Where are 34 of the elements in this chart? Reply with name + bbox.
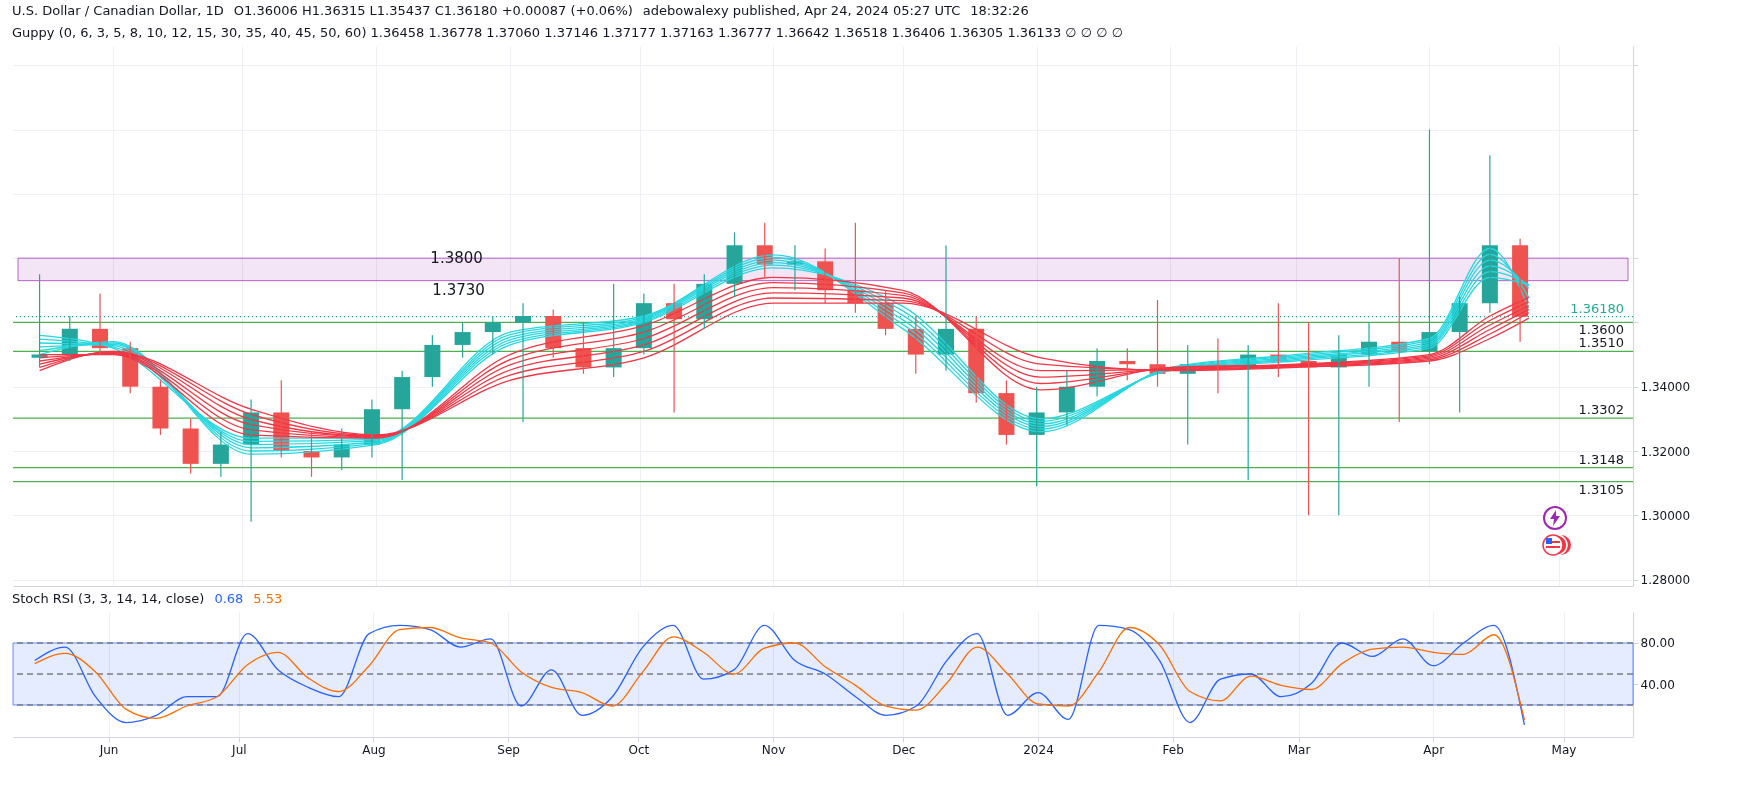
x-tick-label: Feb (1162, 742, 1184, 757)
x-tick-label: May (1551, 742, 1577, 757)
ref-line-label: 1.3600 (1578, 322, 1624, 338)
y-tick-label: 1.32000 (1640, 444, 1691, 459)
x-tick-label: Oct (628, 742, 650, 757)
x-tick-label: 2024 (1023, 742, 1054, 757)
band-label: 1.3800 (430, 249, 483, 268)
ref-line-label: 1.36180 (1570, 300, 1624, 316)
x-tick-label: Jun (98, 742, 119, 757)
y-tick-label: 80.00 (1640, 636, 1675, 651)
annotation: 1.3730 (432, 280, 485, 299)
x-tick-label: Sep (497, 742, 520, 757)
ref-line-label: 1.3148 (1578, 451, 1624, 467)
text: 5.53 (253, 591, 283, 606)
y-tick-label: 1.28000 (1640, 573, 1691, 588)
text: O1.36006 H1.36315 L1.35437 C1.36180 +0.00087 (+0.06%) (233, 3, 633, 18)
ref-line-label: 1.3510 (1578, 335, 1624, 351)
ref-line-label: 1.3105 (1578, 481, 1624, 497)
chart-subtitle: Guppy (0, 6, 3, 5, 8, 10, 12, 15, 30, 35, 40, 45, 50, 60) 1.36458 1.36778 1.37060 1.37146 1.37177 1.37163 1.36777 1.36642 1.36518 1.36406 1.36305 1.36133 ∅ ∅ ∅ ∅ (11, 24, 1124, 42)
y-tick-label: 40.00 (1640, 677, 1675, 692)
x-tick-label: Nov (761, 742, 786, 757)
x-tick-label: Jul (231, 742, 247, 757)
x-tick-label: Apr (1423, 742, 1445, 757)
chart-title: Stoch RSI (3, 3, 14, 14, close) (12, 591, 205, 606)
text: 0.68 (214, 591, 244, 606)
chart-title: U.S. Dollar / Canadian Dollar, 1D (12, 3, 224, 18)
ref-line-label: 1.3302 (1578, 402, 1624, 418)
x-tick-label: Dec (892, 742, 916, 757)
text: adebowalexy published, Apr 24, 2024 05:27 UTC (642, 3, 961, 18)
y-tick-label: 1.34000 (1640, 380, 1691, 395)
y-tick-label: 1.30000 (1640, 508, 1691, 523)
x-tick-label: Mar (1287, 742, 1311, 757)
text: 18:32:26 (970, 3, 1029, 18)
x-tick-label: Aug (362, 742, 386, 757)
